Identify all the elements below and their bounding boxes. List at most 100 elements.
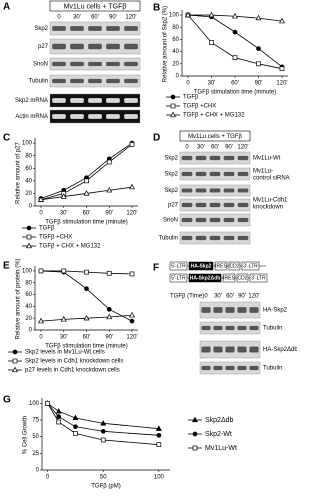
- group-label: Mv1Lu-Cdh1: [253, 198, 288, 204]
- group-label: knockdown: [253, 205, 283, 211]
- data-point: [55, 408, 62, 414]
- x-tick-label: 90': [255, 81, 263, 87]
- blot-band: [70, 114, 84, 119]
- data-point: [255, 14, 262, 21]
- data-point: [72, 414, 79, 421]
- blot-band: [106, 61, 120, 67]
- y-tick-label: 20: [25, 316, 32, 322]
- y-tick-label: 75: [32, 418, 39, 424]
- blot-band: [225, 365, 235, 371]
- blot-band: [213, 365, 223, 371]
- blot-band: [249, 307, 259, 313]
- data-point: [60, 316, 67, 322]
- blot-band: [124, 78, 138, 84]
- construct-label: 3'-LTR: [251, 276, 266, 282]
- row-label: Actin mRNA: [15, 114, 48, 120]
- blot-band: [106, 43, 120, 50]
- blot-band: [195, 171, 207, 177]
- legend-label: TGFβ: [39, 226, 55, 232]
- data-point: [279, 17, 285, 24]
- y-tick-label: 80: [25, 153, 32, 159]
- x-tick-label: 0: [39, 335, 43, 341]
- blot-band: [237, 202, 249, 208]
- legend-marker: [12, 349, 18, 355]
- blot-band: [124, 43, 138, 50]
- data-point: [100, 437, 106, 443]
- data-point: [61, 268, 67, 274]
- legend-marker: [26, 234, 32, 240]
- row-label: Tubulin: [29, 79, 48, 85]
- data-point: [84, 269, 89, 275]
- construct-segment: [188, 273, 222, 283]
- blot-band: [213, 346, 223, 353]
- y-tick-label: 0: [29, 328, 33, 334]
- blot-band: [237, 346, 247, 353]
- panel-letter: E: [3, 261, 10, 272]
- header-box: [49, 0, 141, 12]
- blot-band: [201, 307, 211, 313]
- x-axis-label: TGFβ stimulation time (minute): [45, 344, 127, 350]
- blot-band: [225, 307, 235, 313]
- x-tick-label: 120': [126, 211, 137, 217]
- y-tick-label: 80: [172, 25, 179, 31]
- row-label: HA-Skp2Δdb: [263, 347, 297, 353]
- data-point: [84, 286, 89, 292]
- blot-band: [209, 188, 221, 193]
- row-label: Tubulin: [159, 236, 178, 242]
- blot-band: [249, 346, 259, 353]
- blot-band: [249, 325, 259, 331]
- time-label: TGFβ (Time): [170, 294, 204, 300]
- construct-label: 5'-LTR: [171, 276, 186, 282]
- blot-band: [52, 26, 66, 31]
- x-tick-label: 60': [83, 335, 91, 341]
- blot-band: [181, 202, 193, 208]
- legend-marker: [170, 94, 176, 100]
- group-label: control siRNA: [253, 176, 290, 182]
- data-point: [38, 317, 44, 324]
- blot-band: [88, 78, 102, 84]
- data-point: [45, 400, 50, 406]
- x-tick-label: 90': [105, 335, 113, 341]
- time-label: 120': [125, 15, 136, 21]
- data-point: [56, 414, 62, 420]
- header-box: [179, 130, 251, 142]
- x-tick-label: 60': [83, 211, 91, 217]
- x-axis-label: TGFβ stimulation time (minute): [45, 220, 127, 226]
- y-tick-label: 80: [25, 280, 32, 286]
- construct-label: 3'-LTR: [243, 264, 258, 270]
- data-point: [60, 193, 67, 199]
- x-axis-label: TGFβ (pM): [91, 484, 120, 490]
- series-line: [187, 14, 283, 70]
- x-tick-label: 0: [186, 81, 190, 87]
- x-tick-label: 90': [105, 211, 113, 217]
- blot-band: [70, 61, 84, 67]
- blot-band: [201, 365, 211, 371]
- x-tick-label: 100: [154, 475, 165, 481]
- x-tick-label: 120': [276, 81, 287, 87]
- data-point: [209, 40, 214, 45]
- blot-band: [237, 325, 247, 331]
- legend-marker: [12, 366, 18, 373]
- construct-label: HA-Skp2: [191, 264, 212, 270]
- blot-band: [181, 217, 193, 223]
- y-tick-label: 100: [22, 269, 33, 275]
- construct-label: 5'-LTR: [171, 264, 186, 270]
- row-label: SnoN: [163, 218, 178, 224]
- x-tick-label: 60': [231, 81, 239, 87]
- construct-label: HA-Skp2Δdb: [190, 276, 221, 282]
- blot-band: [124, 61, 138, 67]
- construct-segment: [228, 261, 241, 271]
- construct-label: CD2: [229, 264, 239, 270]
- legend-label: p27 levels in Cdh1 knockdown cells: [25, 368, 120, 374]
- construct-segment: [222, 273, 236, 283]
- time-label: 90': [238, 294, 246, 300]
- y-axis-label: Relative amount of protein (%): [16, 258, 22, 339]
- construct-label: IRES: [223, 276, 235, 282]
- legend-marker: [26, 225, 32, 231]
- legend-marker: [12, 358, 18, 364]
- data-point: [129, 318, 135, 324]
- x-tick-label: 0: [46, 475, 50, 481]
- x-tick-label: 30': [60, 211, 68, 217]
- legend-label: TGFβ: [183, 95, 199, 101]
- blot-band: [223, 235, 235, 241]
